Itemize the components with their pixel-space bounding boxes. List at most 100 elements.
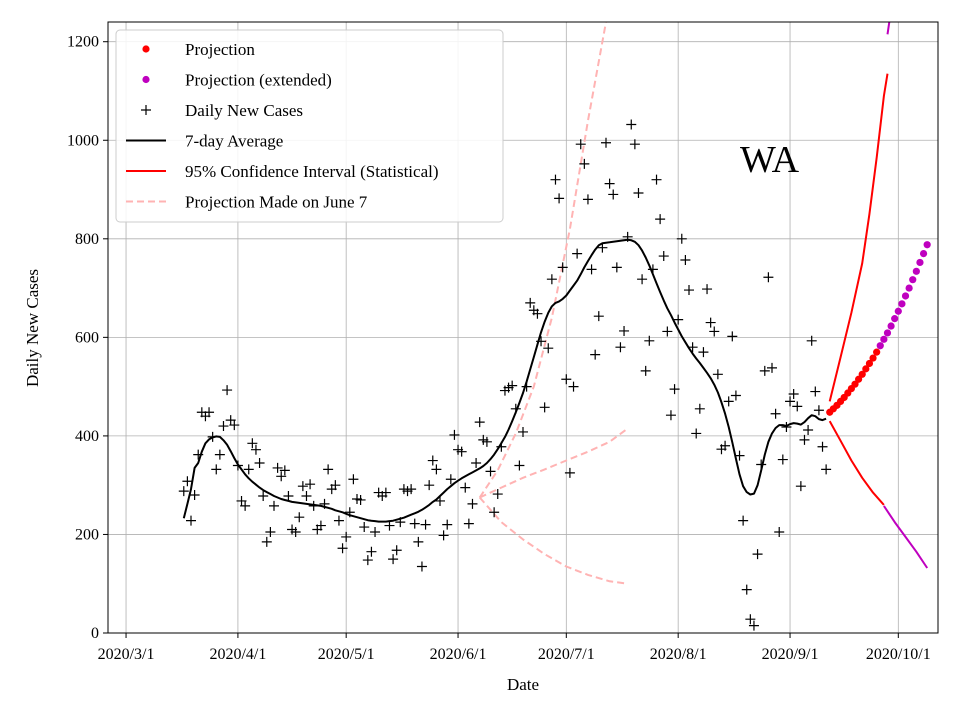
daily-case-marker — [810, 386, 821, 397]
projection-extended-point — [916, 258, 924, 267]
projection-point — [869, 354, 877, 362]
legend-item-projection: Projection — [142, 40, 255, 59]
daily-case-marker — [250, 444, 261, 455]
legend-label: 7-day Average — [185, 132, 283, 151]
plot-frame — [107, 21, 939, 634]
daily-case-marker — [561, 374, 572, 385]
daily-case-marker — [759, 365, 770, 376]
daily-case-marker — [637, 274, 648, 285]
legend-item-daily-new-cases: Daily New Cases — [141, 101, 303, 120]
legend-item-95-confidence-interval-statistical: 95% Confidence Interval (Statistical) — [126, 162, 439, 181]
projection-made-on-june-7-upper-series — [478, 22, 607, 499]
daily-case-marker — [276, 471, 287, 482]
daily-case-marker — [518, 426, 528, 437]
daily-case-marker — [557, 262, 568, 273]
daily-case-marker — [593, 311, 604, 322]
daily-case-marker — [770, 408, 781, 419]
state-annotation: WA — [740, 139, 800, 181]
daily-case-marker — [431, 464, 442, 475]
daily-case-marker — [712, 369, 723, 380]
daily-case-marker — [474, 417, 485, 428]
daily-case-marker — [615, 342, 626, 353]
daily-case-marker — [269, 500, 279, 511]
daily-case-marker — [395, 517, 406, 528]
daily-case-marker — [489, 507, 500, 518]
x-tick-label: 2020/8/1 — [650, 646, 707, 663]
y-axis: 0 200 400 600 800 1000 1200 — [67, 34, 108, 642]
projection-point — [851, 380, 859, 388]
daily-case-marker — [590, 349, 601, 360]
legend-plus-marker — [141, 105, 151, 115]
daily-case-marker — [355, 494, 366, 505]
daily-case-marker — [424, 480, 435, 491]
daily-case-marker — [564, 467, 575, 478]
daily-case-marker — [366, 546, 377, 557]
daily-case-marker — [536, 336, 547, 347]
daily-case-marker — [370, 526, 381, 537]
95-ci-lower-line — [828, 420, 885, 506]
daily-case-marker — [748, 620, 759, 631]
projection-point — [865, 359, 874, 368]
daily-case-marker — [774, 526, 785, 537]
projection-extended-point — [883, 329, 892, 337]
daily-case-marker — [586, 264, 597, 275]
daily-case-marker — [258, 491, 269, 502]
legend-dot-marker — [142, 75, 150, 84]
daily-case-marker — [279, 465, 290, 476]
daily-case-marker — [741, 584, 752, 595]
projection-point — [858, 370, 866, 378]
legend-item-7-day-average: 7-day Average — [126, 132, 283, 151]
daily-case-marker — [572, 248, 583, 259]
daily-case-marker — [481, 436, 492, 447]
daily-case-marker — [438, 530, 449, 541]
daily-case-marker — [799, 434, 810, 445]
daily-case-marker — [290, 526, 301, 537]
daily-case-marker — [795, 481, 806, 492]
daily-case-marker — [297, 481, 308, 492]
daily-case-marker — [694, 403, 705, 414]
daily-case-marker — [283, 491, 294, 502]
daily-case-marker — [413, 536, 424, 547]
daily-case-marker — [406, 484, 417, 495]
x-tick-label: 2020/3/1 — [98, 646, 155, 663]
daily-case-marker — [330, 480, 341, 491]
daily-case-marker — [449, 429, 460, 440]
daily-case-marker — [803, 424, 814, 435]
daily-case-marker — [651, 174, 662, 185]
daily-case-marker — [323, 464, 334, 475]
daily-case-marker — [442, 519, 453, 530]
projection-extended-point — [923, 241, 931, 249]
daily-case-marker — [676, 233, 687, 244]
legend-dot-marker — [142, 45, 150, 53]
daily-case-marker — [178, 486, 189, 497]
daily-case-marker — [658, 251, 669, 262]
daily-case-marker — [492, 489, 503, 500]
daily-case-marker — [485, 466, 496, 477]
projection-point — [862, 365, 870, 373]
projection-extended-point — [919, 249, 928, 258]
projection-made-on-june-7-center-series — [479, 427, 629, 499]
daily-case-marker — [730, 390, 741, 401]
legend-label: Projection Made on June 7 — [185, 193, 368, 212]
projection-series — [826, 348, 881, 416]
daily-case-marker — [821, 464, 832, 475]
daily-case-marker — [521, 381, 532, 392]
daily-case-marker — [496, 441, 507, 452]
daily-case-marker — [344, 507, 355, 518]
daily-case-marker — [384, 520, 395, 531]
projection-point — [873, 348, 881, 356]
x-tick-label: 2020/5/1 — [318, 646, 375, 663]
daily-case-marker — [756, 459, 767, 470]
daily-case-marker — [333, 515, 344, 526]
daily-case-marker — [554, 193, 565, 204]
projection-made-on-june-7-lower-series — [478, 496, 628, 585]
legend-label: Projection (extended) — [185, 71, 332, 90]
legend: Projection Projection (extended) Daily New… — [115, 29, 504, 223]
daily-case-marker — [507, 380, 518, 391]
daily-case-marker — [467, 498, 478, 509]
daily-case-marker — [669, 384, 680, 395]
daily-case-marker — [460, 482, 471, 493]
daily-case-marker — [514, 460, 525, 471]
projection-made-on-june-7-center-line — [479, 427, 629, 499]
